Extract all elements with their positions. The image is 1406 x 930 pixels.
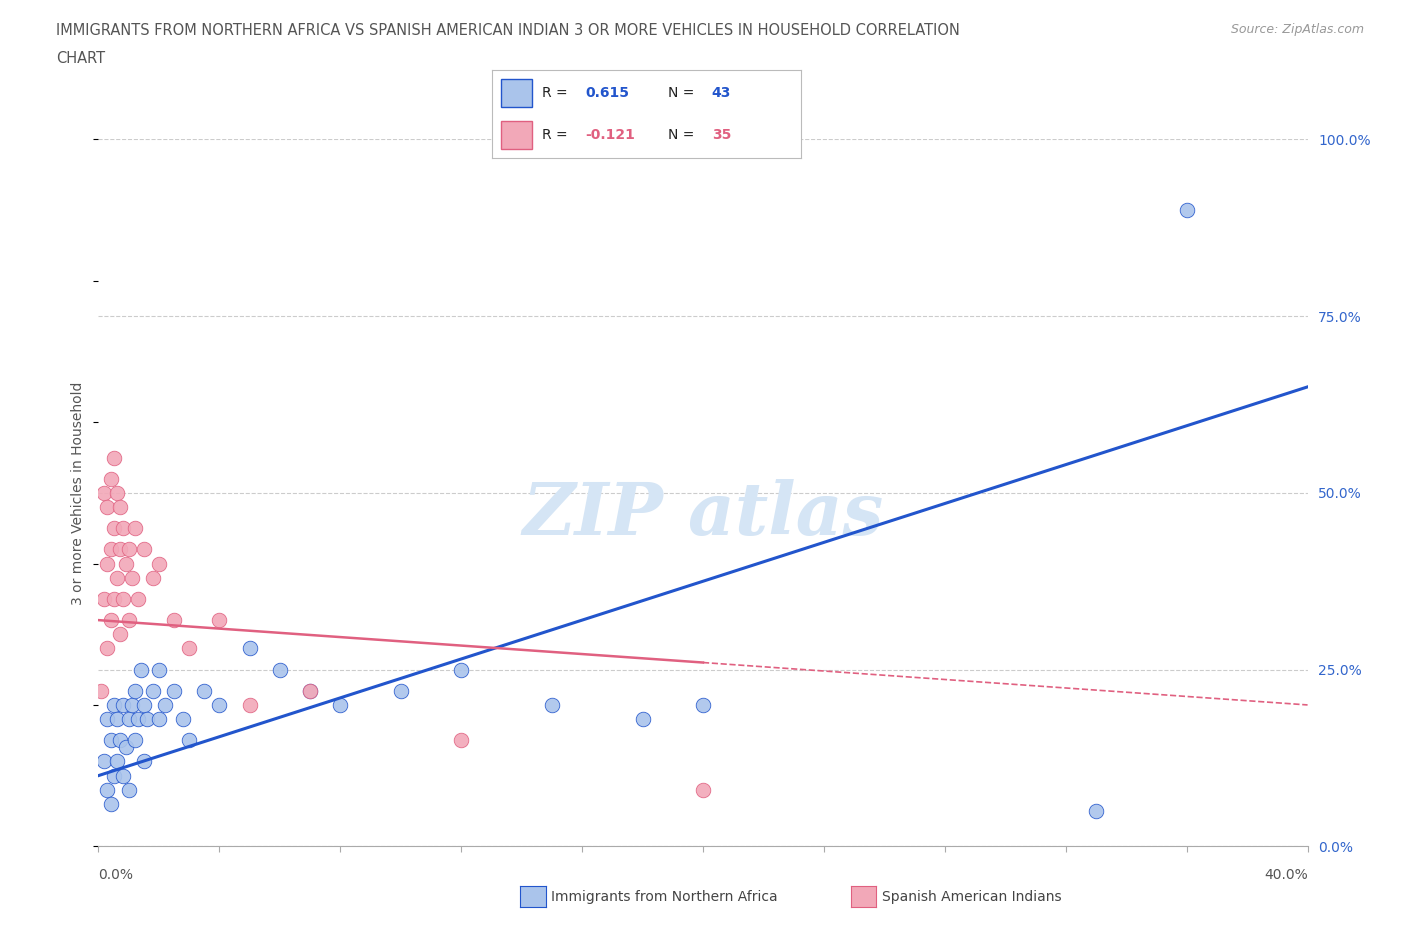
Text: N =: N = xyxy=(668,128,695,142)
Point xyxy=(172,711,194,726)
Point xyxy=(208,698,231,712)
Text: IMMIGRANTS FROM NORTHERN AFRICA VS SPANISH AMERICAN INDIAN 3 OR MORE VEHICLES IN: IMMIGRANTS FROM NORTHERN AFRICA VS SPANI… xyxy=(56,23,960,38)
Point xyxy=(108,542,131,557)
FancyBboxPatch shape xyxy=(502,121,533,150)
Point xyxy=(96,782,118,797)
Point xyxy=(121,698,143,712)
Point xyxy=(111,521,134,536)
Point xyxy=(118,542,141,557)
Point xyxy=(114,740,136,755)
Text: 35: 35 xyxy=(711,128,731,142)
Point xyxy=(142,684,165,698)
Point xyxy=(105,570,128,585)
Point xyxy=(239,641,262,656)
Point xyxy=(179,733,201,748)
Point xyxy=(93,485,115,500)
Point xyxy=(132,698,155,712)
Point xyxy=(692,698,714,712)
Point xyxy=(142,570,165,585)
Point xyxy=(127,711,149,726)
Point xyxy=(96,711,118,726)
Point xyxy=(129,662,152,677)
Point xyxy=(103,698,125,712)
Point xyxy=(148,711,170,726)
Point xyxy=(105,711,128,726)
Point xyxy=(103,591,125,606)
Point xyxy=(299,684,322,698)
Text: 40.0%: 40.0% xyxy=(1264,868,1308,882)
Text: ZIP atlas: ZIP atlas xyxy=(523,479,883,550)
Point xyxy=(124,521,146,536)
Point xyxy=(389,684,412,698)
Point xyxy=(121,570,143,585)
Point xyxy=(105,754,128,769)
Point xyxy=(208,613,231,628)
Point xyxy=(90,684,112,698)
Point xyxy=(193,684,215,698)
Point xyxy=(541,698,564,712)
Text: 43: 43 xyxy=(711,86,731,100)
Text: Spanish American Indians: Spanish American Indians xyxy=(882,889,1062,904)
Point xyxy=(103,521,125,536)
Text: R =: R = xyxy=(541,128,567,142)
Point xyxy=(105,485,128,500)
Point xyxy=(153,698,176,712)
Text: 0.615: 0.615 xyxy=(585,86,628,100)
Point xyxy=(132,754,155,769)
Point xyxy=(329,698,352,712)
Point xyxy=(93,754,115,769)
Point xyxy=(114,556,136,571)
Text: 0.0%: 0.0% xyxy=(98,868,134,882)
Point xyxy=(100,613,122,628)
Point xyxy=(100,472,122,486)
Point xyxy=(450,662,472,677)
Text: CHART: CHART xyxy=(56,51,105,66)
Text: N =: N = xyxy=(668,86,695,100)
Point xyxy=(100,796,122,811)
Point xyxy=(100,542,122,557)
Text: -0.121: -0.121 xyxy=(585,128,634,142)
Text: Source: ZipAtlas.com: Source: ZipAtlas.com xyxy=(1230,23,1364,36)
Point xyxy=(111,768,134,783)
Point xyxy=(1175,203,1198,218)
Point xyxy=(108,627,131,642)
Point xyxy=(124,733,146,748)
Text: R =: R = xyxy=(541,86,567,100)
Point xyxy=(450,733,472,748)
Point xyxy=(132,542,155,557)
Point xyxy=(124,684,146,698)
Point xyxy=(96,641,118,656)
Point xyxy=(631,711,654,726)
Point xyxy=(148,556,170,571)
Point xyxy=(148,662,170,677)
Point xyxy=(96,556,118,571)
Text: Immigrants from Northern Africa: Immigrants from Northern Africa xyxy=(551,889,778,904)
Point xyxy=(692,782,714,797)
Point xyxy=(239,698,262,712)
Point xyxy=(179,641,201,656)
Point xyxy=(269,662,291,677)
Point xyxy=(111,591,134,606)
Point xyxy=(108,733,131,748)
Point xyxy=(118,613,141,628)
Point xyxy=(103,768,125,783)
Point xyxy=(1085,804,1108,818)
Point xyxy=(127,591,149,606)
Point xyxy=(299,684,322,698)
Point xyxy=(93,591,115,606)
Point xyxy=(163,684,186,698)
Point xyxy=(108,499,131,514)
Point xyxy=(100,733,122,748)
FancyBboxPatch shape xyxy=(502,79,533,107)
Point xyxy=(111,698,134,712)
Point xyxy=(163,613,186,628)
Point xyxy=(96,499,118,514)
Point xyxy=(135,711,157,726)
Y-axis label: 3 or more Vehicles in Household: 3 or more Vehicles in Household xyxy=(72,381,86,604)
Point xyxy=(103,450,125,465)
Point xyxy=(118,782,141,797)
Point xyxy=(118,711,141,726)
